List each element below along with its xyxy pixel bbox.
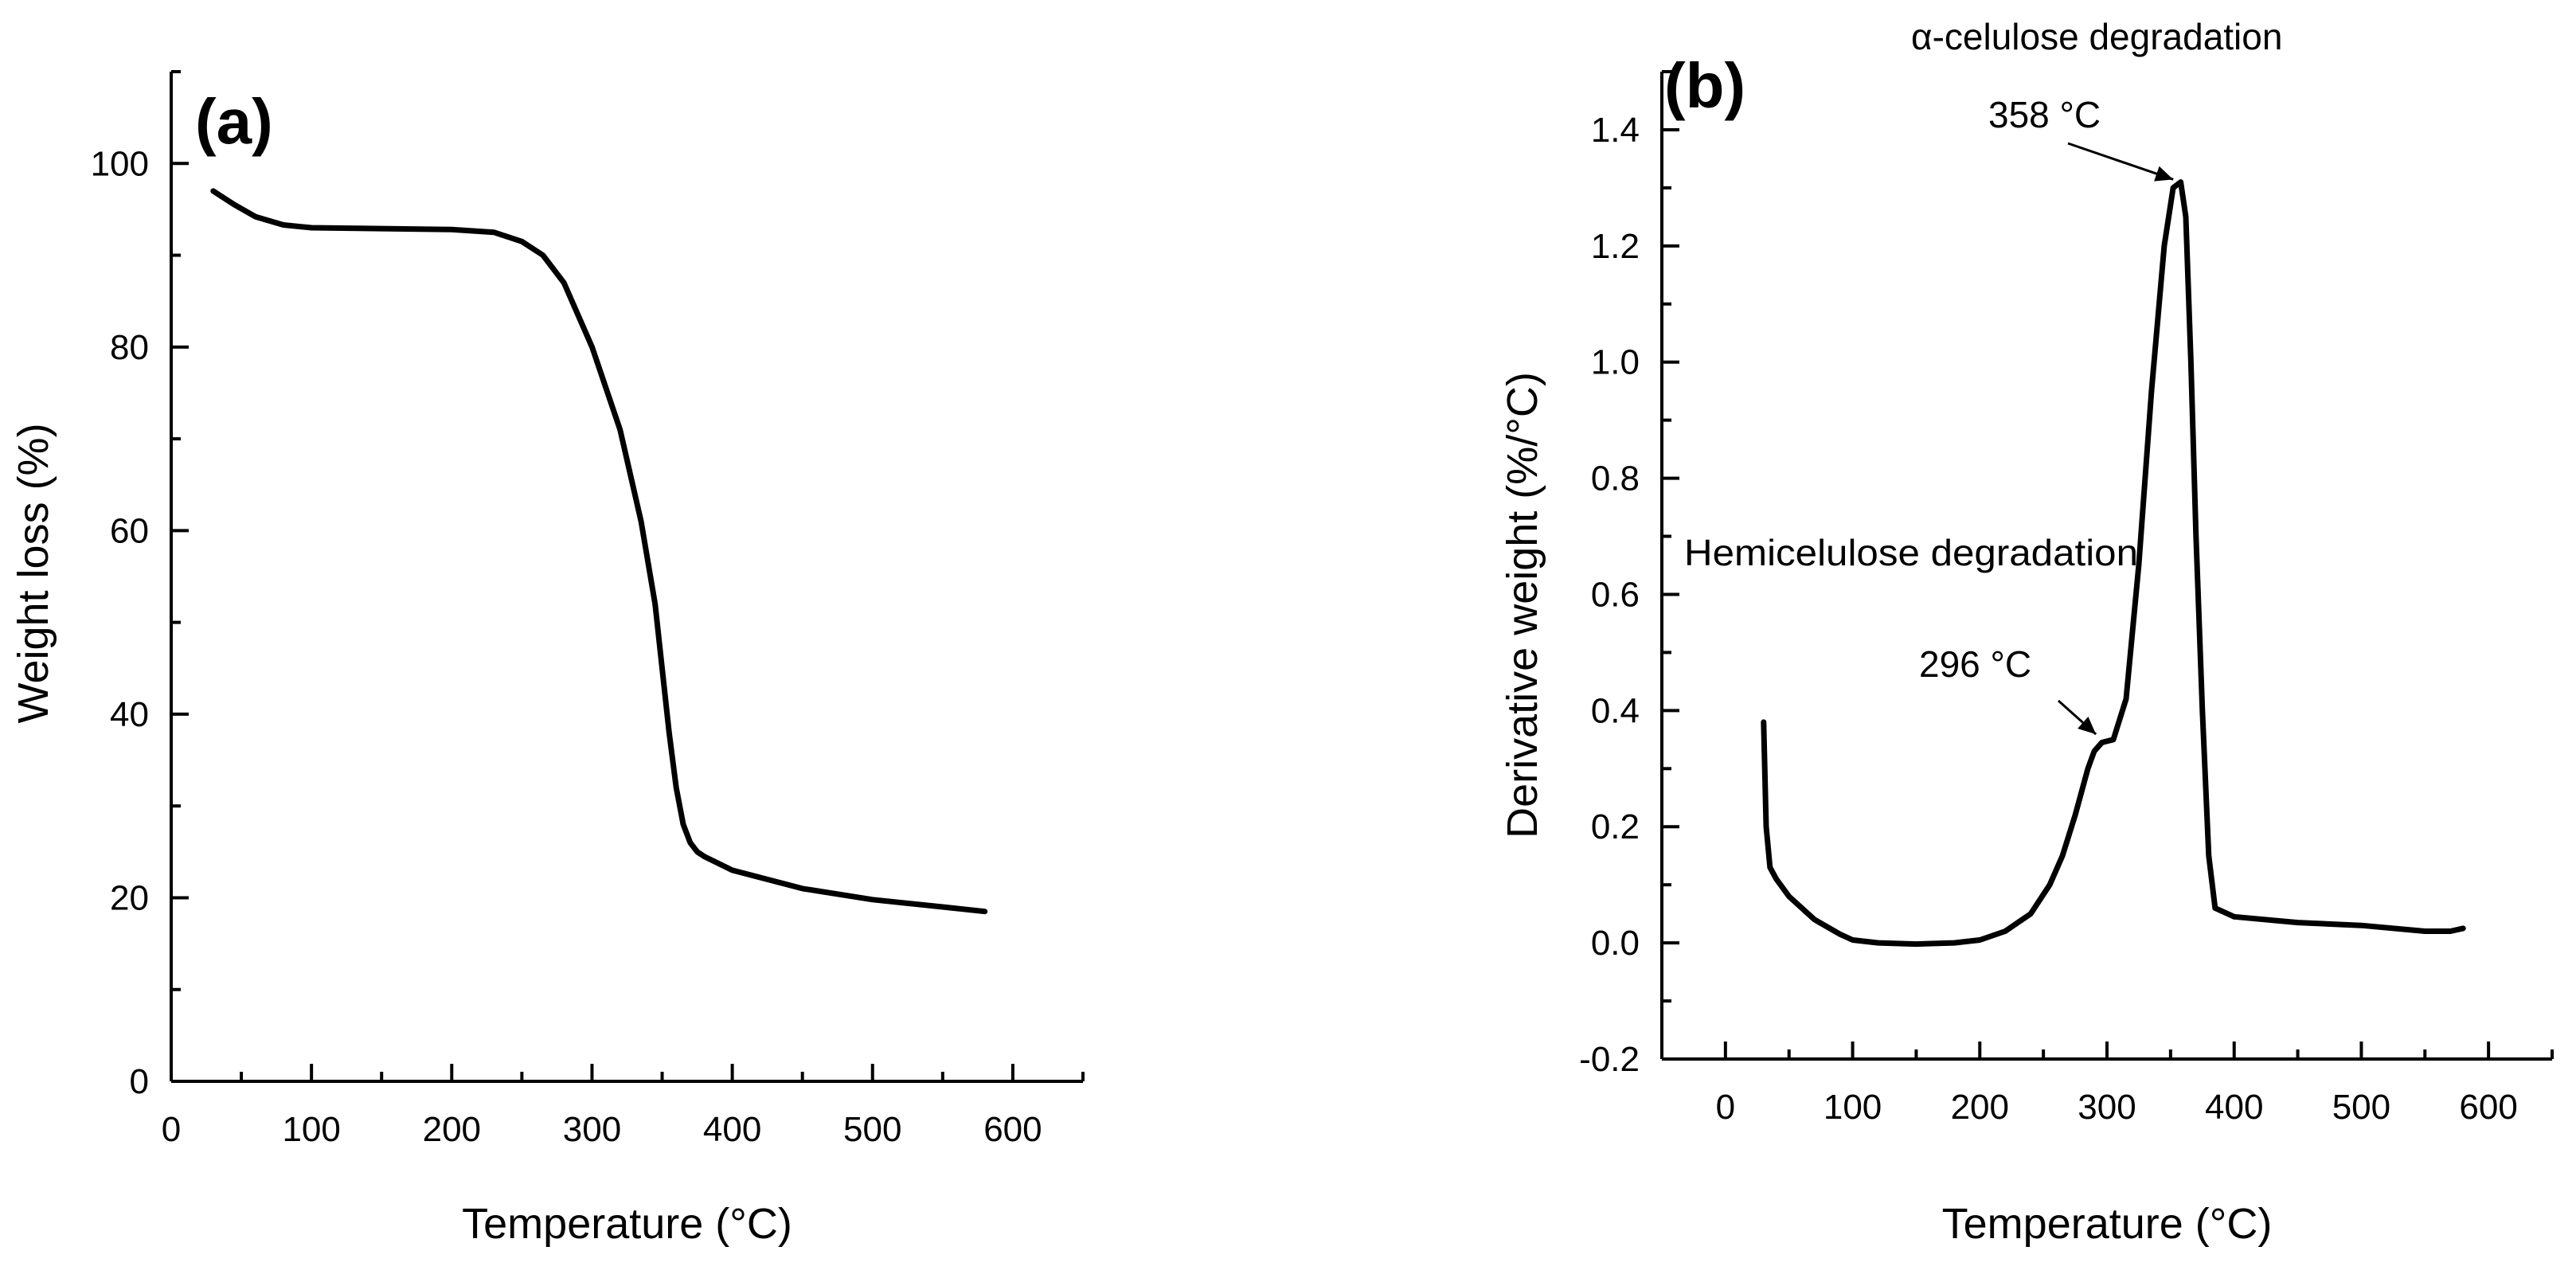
- y-tick-label-a: 60: [110, 511, 149, 550]
- annotation-1: α-celulose degradation: [1911, 16, 2282, 57]
- y-tick-label-b: 0.0: [1591, 924, 1640, 963]
- annotation-arrowhead-2: [2154, 166, 2174, 182]
- x-tick-label-a: 500: [843, 1110, 901, 1149]
- y-tick-label-b: 0.2: [1591, 807, 1640, 846]
- panel-b: 0 100 200 300 400 500 600 -0.2 0.0 0.2 0.4 0.6 0.8 1.…: [1499, 16, 2554, 1248]
- y-tick-label-b: -0.2: [1579, 1040, 1640, 1079]
- y-tick-label-a: 0: [130, 1062, 149, 1101]
- series-line-a-0: [210, 188, 988, 915]
- x-tick-label-a: 600: [983, 1110, 1042, 1149]
- x-tick-label-b: 400: [2205, 1088, 2263, 1127]
- x-tick-label-b: 200: [1951, 1088, 2009, 1127]
- x-tick-label-a: 100: [282, 1110, 340, 1149]
- panel-a: 0 100 200 300 400 500 600 0 20 40 60 80 100 Temperatu…: [10, 70, 1085, 1248]
- y-tick-label-a: 20: [110, 878, 149, 917]
- y-tick-label-b: 0.4: [1591, 691, 1640, 730]
- y-tick-label-b: 0.8: [1591, 459, 1640, 498]
- panel-label-a: (a): [195, 86, 273, 157]
- y-axis-title-b: Derivative weight (%/°C): [1499, 372, 1546, 838]
- x-tick-label-b: 0: [1716, 1088, 1735, 1127]
- y-tick-label-a: 40: [110, 695, 149, 734]
- y-tick-label-b: 1.0: [1591, 343, 1640, 382]
- y-tick-label-a: 80: [110, 328, 149, 367]
- y-axis-title-a: Weight loss (%): [10, 423, 57, 723]
- annotation-2: 358 °C: [1988, 94, 2101, 135]
- y-tick-label-b: 0.6: [1591, 575, 1640, 614]
- x-tick-label-b: 300: [2078, 1088, 2136, 1127]
- x-tick-label-b: 500: [2332, 1088, 2390, 1127]
- x-tick-label-a: 200: [423, 1110, 481, 1149]
- annotation-4: 296 °C: [1919, 643, 2031, 685]
- annotation-3: Hemicelulose degradation: [1684, 532, 2138, 573]
- x-axis-title-b: Temperature (°C): [1942, 1200, 2273, 1248]
- annotation-arrow-2: [2067, 142, 2174, 181]
- series-line-b-0: [1761, 179, 2466, 948]
- panel-label-b: (b): [1664, 50, 1745, 121]
- annotation-arrowhead-4: [2078, 717, 2097, 735]
- y-tick-label-b: 1.4: [1591, 111, 1640, 150]
- x-tick-label-b: 100: [1824, 1088, 1882, 1127]
- y-tick-label-a: 100: [91, 144, 149, 183]
- x-tick-label-a: 0: [162, 1110, 181, 1149]
- y-tick-label-b: 1.2: [1591, 227, 1640, 266]
- x-axis-title-a: Temperature (°C): [462, 1200, 792, 1248]
- x-tick-label-a: 400: [703, 1110, 761, 1149]
- x-tick-label-a: 300: [563, 1110, 621, 1149]
- x-tick-label-b: 600: [2459, 1088, 2517, 1127]
